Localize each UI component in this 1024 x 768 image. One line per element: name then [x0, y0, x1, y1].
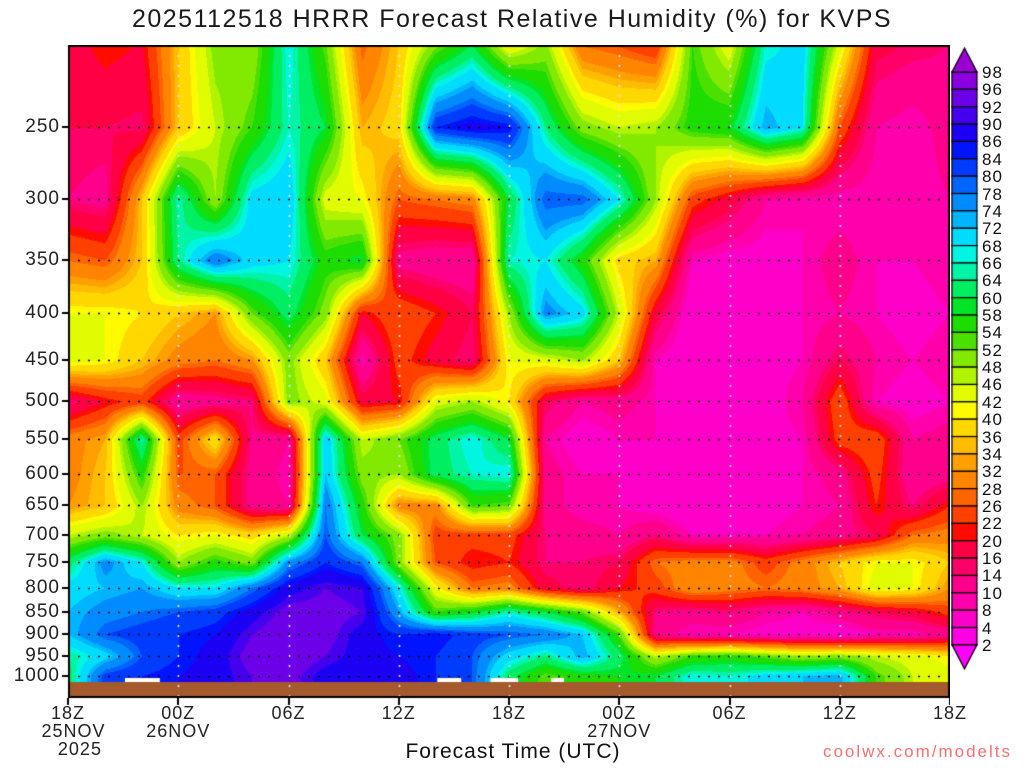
pressure-tick-label: 350	[25, 249, 60, 271]
colorbar-tick-label: 66	[982, 253, 1003, 273]
date-label: 26NOV	[146, 721, 211, 741]
colorbar-tick-label: 22	[982, 514, 1003, 534]
colorbar-tick-label: 34	[982, 444, 1003, 464]
pressure-tick-label: 500	[25, 390, 60, 412]
date-label: 25NOV	[41, 721, 106, 741]
colorbar-tick-label: 90	[982, 115, 1003, 135]
colorbar-tick-label: 40	[982, 410, 1003, 430]
colorbar-tick-label: 4	[982, 618, 993, 638]
colorbar-tick-label: 58	[982, 306, 1003, 326]
time-tick-label: 12Z	[822, 703, 857, 723]
pressure-tick-label: 450	[25, 348, 60, 370]
colorbar-tick-label: 86	[982, 132, 1003, 152]
colorbar-tick-label: 78	[982, 184, 1003, 204]
colorbar-tick-label: 42	[982, 392, 1003, 412]
colorbar-tick-label: 16	[982, 549, 1003, 569]
colorbar-tick-label: 72	[982, 219, 1003, 239]
x-axis-title: Forecast Time (UTC)	[405, 740, 621, 763]
time-tick-label: 12Z	[381, 703, 416, 723]
colorbar-tick-label: 96	[982, 80, 1003, 100]
colorbar-tick-label: 48	[982, 358, 1003, 378]
colorbar-tick-label: 26	[982, 497, 1003, 516]
pressure-tick-label: 950	[25, 644, 60, 666]
pressure-tick-label: 1000	[13, 664, 60, 686]
pressure-tick-label: 750	[25, 551, 60, 573]
colorbar-tick-label: 98	[982, 63, 1003, 82]
colorbar-tick-label: 92	[982, 97, 1003, 117]
pressure-tick-label: 900	[25, 623, 60, 645]
pressure-tick-label: 300	[25, 188, 60, 210]
colorbar-tick-label: 68	[982, 236, 1003, 256]
colorbar-tick-label: 2	[982, 635, 993, 655]
colorbar-tick-label: 60	[982, 288, 1003, 308]
time-tick-label: 18Z	[932, 703, 968, 723]
colorbar-tick-label: 28	[982, 479, 1003, 499]
pressure-tick-label: 550	[25, 428, 60, 450]
colorbar-tick-label: 20	[982, 531, 1003, 551]
colorbar-tick-label: 64	[982, 271, 1003, 291]
colorbar-tick-label: 36	[982, 427, 1003, 447]
colorbar	[951, 46, 981, 676]
pressure-tick-label: 850	[25, 600, 60, 622]
page-title: 2025112518 HRRR Forecast Relative Humidi…	[131, 5, 893, 33]
colorbar-tick-label: 52	[982, 340, 1003, 360]
pressure-tick-label: 600	[25, 462, 60, 484]
colorbar-tick-label: 32	[982, 462, 1003, 482]
watermark-link[interactable]: coolwx.com/modelts	[822, 742, 1012, 761]
pressure-tick-label: 250	[25, 116, 60, 137]
pressure-tick-label: 800	[25, 576, 60, 598]
colorbar-tick-label: 84	[982, 149, 1003, 169]
colorbar-tick-label: 54	[982, 323, 1003, 343]
pressure-tick-label: 650	[25, 494, 60, 516]
pressure-tick-label: 700	[25, 523, 60, 545]
time-tick-label: 00Z	[161, 703, 196, 723]
colorbar-tick-label: 46	[982, 375, 1003, 395]
time-tick-label: 06Z	[712, 703, 747, 723]
rh-cross-section-plot	[60, 45, 950, 706]
date-label: 2025	[57, 739, 102, 759]
pressure-tick-label: 400	[25, 302, 60, 324]
time-tick-label: 00Z	[602, 703, 637, 723]
colorbar-tick-label: 80	[982, 167, 1003, 187]
colorbar-tick-label: 8	[982, 601, 993, 621]
colorbar-tick-label: 74	[982, 201, 1003, 221]
time-tick-label: 18Z	[491, 703, 527, 723]
time-tick-label: 18Z	[50, 703, 86, 723]
date-label: 27NOV	[587, 721, 652, 741]
time-tick-label: 06Z	[271, 703, 306, 723]
colorbar-tick-label: 10	[982, 583, 1003, 603]
colorbar-tick-label: 14	[982, 566, 1003, 586]
